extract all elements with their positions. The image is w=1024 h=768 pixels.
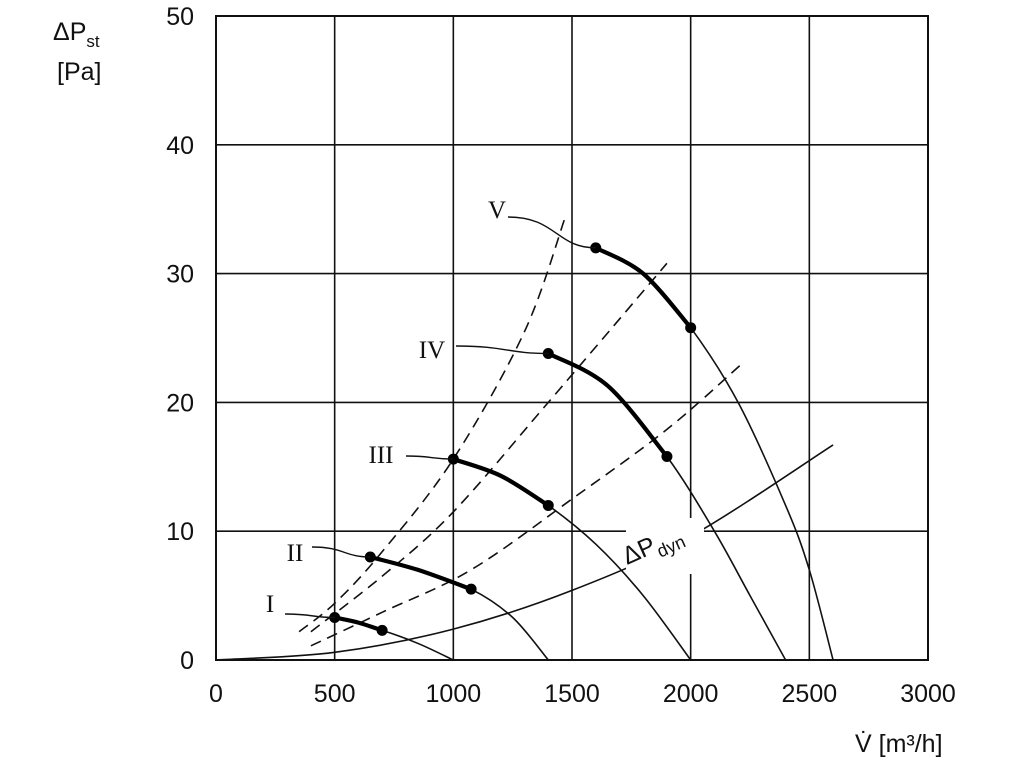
operating-range-iv	[546, 351, 669, 459]
plot-frame	[215, 15, 929, 661]
x-tick-label: 2000	[663, 680, 719, 708]
labels: 0 500 1000 1500 2000 2500 300001020304050ΔPdyn…	[166, 3, 956, 708]
y-tick-label: 20	[166, 389, 194, 417]
curves	[215, 216, 834, 661]
operating-point-marker	[661, 450, 673, 462]
y-axis-label: ΔPst	[53, 18, 100, 51]
leader-line-ii	[311, 546, 371, 558]
operating-range-ii	[368, 554, 474, 592]
system-curve	[310, 262, 668, 633]
y-tick-label: 0	[180, 647, 194, 675]
fan-curve-label-v: V	[488, 197, 506, 224]
operating-point-marker	[376, 624, 388, 636]
y-tick-label: 40	[166, 132, 194, 160]
x-tick-label: 1500	[544, 680, 600, 708]
fan-curve-i	[334, 616, 454, 661]
system-curve	[298, 217, 566, 633]
fan-curve-label-iv: IV	[419, 337, 445, 364]
x-axis-label: V̇ [m³/h]	[855, 729, 943, 758]
fan-curve-label-iii: III	[369, 442, 394, 469]
leader-line-i	[284, 613, 335, 619]
leader-line-v	[507, 216, 596, 249]
operating-point-marker	[542, 499, 554, 511]
y-tick-label: 30	[166, 261, 194, 289]
x-tick-label: 500	[314, 680, 356, 708]
x-tick-label: 0	[209, 680, 223, 708]
fan-curve-v	[595, 247, 834, 661]
fan-curve-iv	[547, 352, 787, 661]
x-tick-label: 2500	[782, 680, 838, 708]
y-tick-label: 50	[166, 3, 194, 31]
fan-curve-label-ii: II	[287, 540, 304, 567]
system-curve	[310, 364, 742, 647]
fan-curve-label-i: I	[266, 591, 274, 618]
x-tick-label: 3000	[900, 680, 956, 708]
dynamic-pressure-curve	[215, 444, 834, 661]
operating-point-marker	[685, 322, 697, 334]
operating-range-v	[593, 245, 693, 330]
leader-line-iv	[455, 345, 549, 355]
operating-range-i	[332, 615, 385, 633]
operating-point-marker	[465, 583, 477, 595]
operating-range-iii	[451, 457, 551, 508]
x-tick-label: 1000	[426, 680, 482, 708]
dynamic-pressure-label-mask	[626, 518, 704, 574]
grid	[215, 15, 929, 661]
y-axis-unit: [Pa]	[57, 58, 101, 86]
leader-line-iii	[405, 455, 454, 460]
y-tick-label: 10	[166, 518, 194, 546]
